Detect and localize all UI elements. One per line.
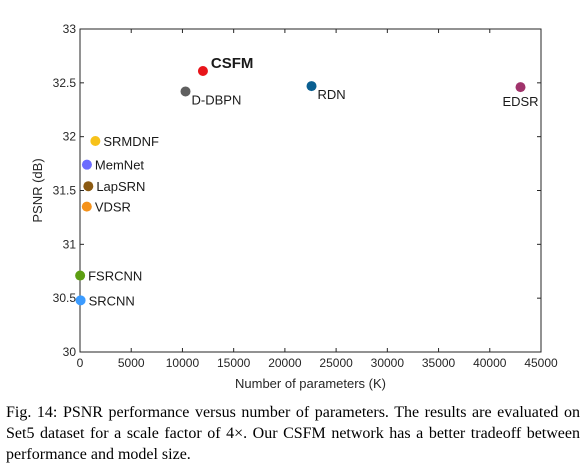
y-tick-label: 33 xyxy=(63,22,77,36)
x-tick-label: 20000 xyxy=(268,356,302,370)
point-fsrcnn xyxy=(75,270,86,281)
y-tick-label: 32.5 xyxy=(53,76,77,90)
x-tick-label: 35000 xyxy=(422,356,456,370)
point-label-d-dbpn: D-DBPN xyxy=(192,92,242,107)
figure-caption: Fig. 14: PSNR performance versus number … xyxy=(6,404,580,463)
point-csfm xyxy=(197,65,208,76)
point-lapsrn xyxy=(83,181,94,192)
x-axis-title: Number of parameters (K) xyxy=(235,376,386,391)
y-tick-label: 30.5 xyxy=(53,291,77,305)
x-tick-label: 30000 xyxy=(371,356,405,370)
plot-frame xyxy=(79,28,542,353)
x-tick-label: 15000 xyxy=(217,356,251,370)
point-srmdnf xyxy=(90,135,101,146)
point-label-vdsr: VDSR xyxy=(95,200,131,215)
point-label-srmdnf: SRMDNF xyxy=(103,134,159,149)
y-tick-label: 30 xyxy=(63,345,77,359)
x-tick-label: 10000 xyxy=(166,356,200,370)
y-tick-label: 31.5 xyxy=(53,184,77,198)
x-tick-label: 5000 xyxy=(118,356,145,370)
point-memnet xyxy=(81,159,92,170)
point-label-srcnn: SRCNN xyxy=(89,293,135,308)
point-label-fsrcnn: FSRCNN xyxy=(88,269,142,284)
point-vdsr xyxy=(81,201,92,212)
point-label-rdn: RDN xyxy=(318,87,346,102)
point-label-edsr: EDSR xyxy=(502,94,538,109)
point-label-lapsrn: LapSRN xyxy=(96,179,145,194)
point-d-dbpn xyxy=(180,86,191,97)
scatter-chart: 0 5000 10000 15000 20000 25000 30000 35000 40000… xyxy=(30,22,558,391)
x-tick-label: 25000 xyxy=(319,356,353,370)
y-axis-title: PSNR (dB) xyxy=(30,158,45,222)
point-label-csfm: CSFM xyxy=(211,55,254,72)
x-tick-label: 40000 xyxy=(473,356,507,370)
point-label-memnet: MemNet xyxy=(95,158,145,173)
x-tick-label: 45000 xyxy=(524,356,558,370)
chart-svg: 0 5000 10000 15000 20000 25000 30000 35000 40000… xyxy=(30,22,558,391)
point-rdn xyxy=(306,81,317,92)
point-edsr xyxy=(515,82,526,93)
point-srcnn xyxy=(75,295,86,306)
y-tick-label: 32 xyxy=(63,130,77,144)
y-tick-label: 31 xyxy=(63,237,77,251)
x-tick-label: 0 xyxy=(77,356,84,370)
